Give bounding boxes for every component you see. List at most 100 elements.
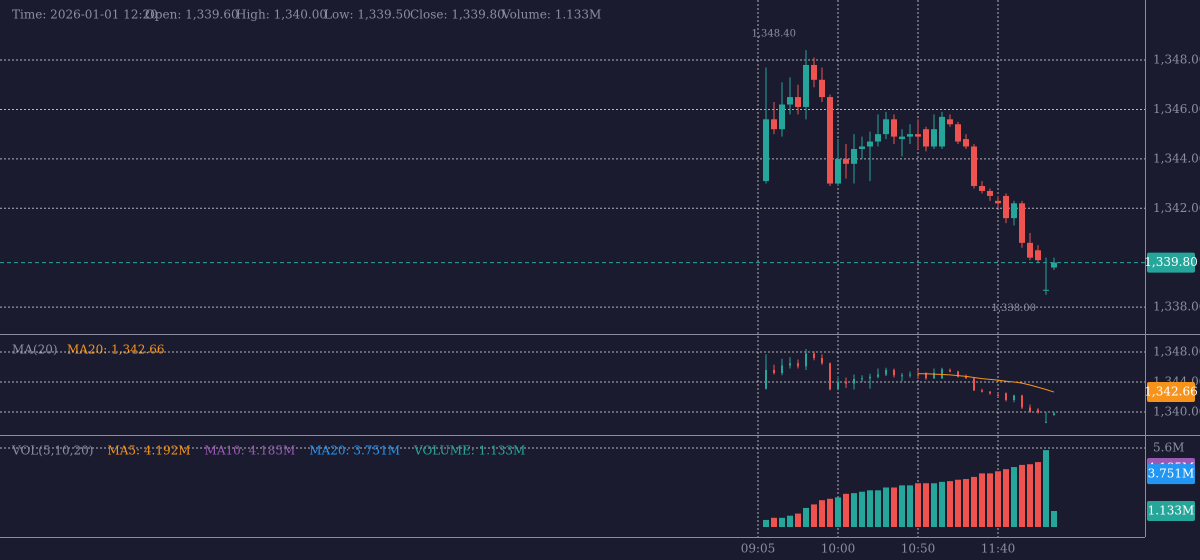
candle-body bbox=[941, 369, 943, 379]
candle-body bbox=[1053, 413, 1055, 415]
candle-body bbox=[1037, 409, 1039, 413]
price-tag bbox=[1147, 382, 1195, 403]
candle-body bbox=[781, 365, 783, 374]
header-close: Close: 1,339.80 bbox=[410, 8, 505, 22]
volume-bar bbox=[931, 483, 937, 527]
candle-body bbox=[867, 141, 873, 147]
volume-bar bbox=[819, 500, 825, 527]
volume-bar bbox=[827, 498, 833, 527]
candle-body bbox=[915, 134, 921, 137]
candle-body bbox=[981, 390, 983, 392]
volume-bar bbox=[1043, 450, 1049, 527]
candle-body bbox=[1043, 289, 1049, 291]
candle-body bbox=[883, 119, 889, 135]
candle-body bbox=[853, 379, 855, 384]
candle-body bbox=[1003, 195, 1009, 219]
volume-bar bbox=[763, 519, 769, 527]
candle-body bbox=[779, 104, 785, 130]
candle-body bbox=[963, 139, 969, 147]
candle-body bbox=[1005, 393, 1007, 400]
candle-body bbox=[1011, 203, 1017, 219]
candle-body bbox=[869, 376, 871, 379]
volume-bar bbox=[1051, 511, 1057, 527]
candle-body bbox=[923, 129, 929, 147]
candle-body bbox=[789, 363, 791, 366]
header-high: High: 1,340.00 bbox=[236, 8, 327, 22]
volume-bar bbox=[907, 485, 913, 527]
volume-bar bbox=[995, 471, 1001, 527]
volume-bar bbox=[795, 513, 801, 527]
candle-body bbox=[947, 119, 953, 125]
candle-body bbox=[939, 116, 945, 147]
price-tag bbox=[1147, 252, 1195, 273]
volume-bar bbox=[803, 507, 809, 527]
y-tick-label: 1,348.00 bbox=[1153, 53, 1200, 67]
volume-bar bbox=[947, 481, 953, 527]
candle-body bbox=[843, 158, 849, 164]
candle-body bbox=[979, 186, 985, 191]
price-tag bbox=[1147, 464, 1195, 485]
price-tag-label: 1,339.80 bbox=[1144, 255, 1197, 269]
candle-body bbox=[851, 148, 857, 164]
candle-body bbox=[925, 373, 927, 379]
candle-body bbox=[965, 376, 967, 379]
candle-body bbox=[845, 382, 847, 384]
volume-bar bbox=[851, 493, 857, 527]
y-tick-label: 1,340.00 bbox=[1153, 404, 1200, 418]
high-annotation: 1,348.40 bbox=[751, 29, 796, 40]
volume-bar bbox=[787, 515, 793, 527]
volume-bar bbox=[1011, 467, 1017, 527]
volume-bar bbox=[1019, 464, 1025, 527]
candle-body bbox=[795, 97, 801, 107]
candle-body bbox=[893, 370, 895, 376]
candle-body bbox=[1051, 262, 1057, 268]
candle-body bbox=[763, 119, 769, 182]
x-tick-label: 09:05 bbox=[741, 542, 776, 556]
candle-body bbox=[909, 374, 911, 376]
y-tick-label: 1,338.00 bbox=[1153, 300, 1200, 314]
price-tag bbox=[1147, 501, 1195, 522]
candle-body bbox=[829, 363, 831, 390]
ma-legend: MA(20) bbox=[12, 343, 58, 357]
volume-bar bbox=[1035, 462, 1041, 527]
y-tick-label: 1,346.00 bbox=[1153, 102, 1200, 116]
volume-bar bbox=[955, 479, 961, 527]
y-tick-label: 1,344.00 bbox=[1153, 151, 1200, 165]
candle-body bbox=[1027, 242, 1033, 258]
header: Time: 2026-01-01 12:20 Open: 1,339.60 Hi… bbox=[12, 8, 601, 22]
candle-body bbox=[771, 119, 777, 130]
candle-body bbox=[891, 119, 897, 137]
x-tick-label: 10:00 bbox=[821, 542, 856, 556]
candle-body bbox=[931, 129, 937, 147]
low-annotation: 1,338.00 bbox=[991, 303, 1036, 314]
candle-body bbox=[819, 79, 825, 98]
candle-body bbox=[875, 134, 881, 142]
y-tick-label: 1,342.00 bbox=[1153, 201, 1200, 215]
candle-body bbox=[805, 353, 807, 367]
candle-body bbox=[1045, 421, 1047, 423]
header-volume: Volume: 1.133M bbox=[501, 8, 601, 22]
volume-bar bbox=[835, 497, 841, 527]
y-tick-label: 5.6M bbox=[1153, 440, 1184, 454]
candle-body bbox=[995, 200, 1001, 204]
volume-bar bbox=[779, 517, 785, 527]
candle-body bbox=[859, 146, 865, 149]
volume-bar bbox=[979, 473, 985, 527]
volume-bar bbox=[867, 490, 873, 527]
candle-body bbox=[907, 134, 913, 137]
candle-body bbox=[765, 370, 767, 389]
price-tag-label: 1.133M bbox=[1148, 504, 1195, 518]
candle-body bbox=[1019, 203, 1025, 243]
candle-body bbox=[933, 373, 935, 379]
volume-legend: MA5: 4.192M bbox=[107, 444, 190, 458]
candle-body bbox=[1013, 395, 1015, 400]
price-tag-label: 1,342.66 bbox=[1144, 385, 1197, 399]
ma-legend: MA20: 1,342.66 bbox=[67, 343, 165, 357]
header-open: Open: 1,339.60 bbox=[145, 8, 239, 22]
candle-body bbox=[1021, 395, 1023, 408]
candle-body bbox=[773, 370, 775, 374]
header-low: Low: 1,339.50 bbox=[324, 8, 411, 22]
candle-body bbox=[797, 363, 799, 367]
candle-body bbox=[901, 375, 903, 377]
